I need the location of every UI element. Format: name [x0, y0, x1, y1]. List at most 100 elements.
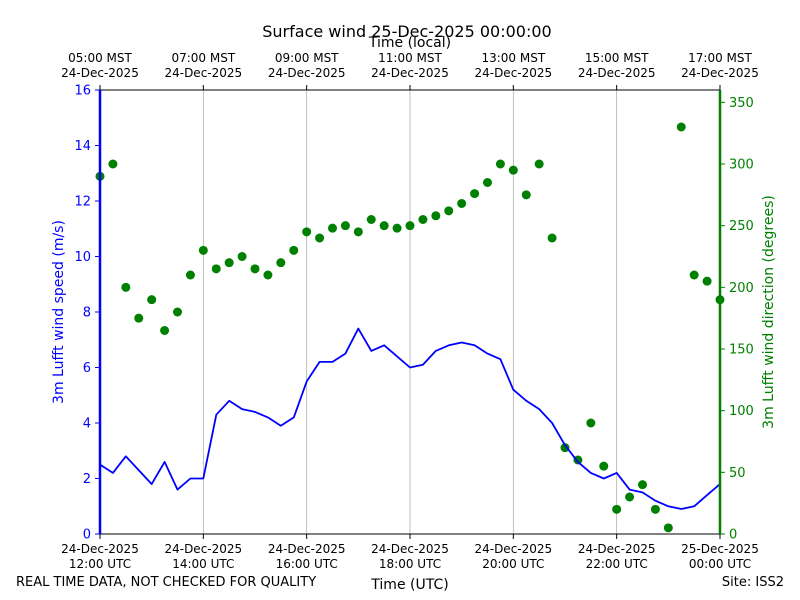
- bottom-tick-time: 14:00 UTC: [172, 557, 234, 571]
- direction-point: [211, 264, 221, 274]
- direction-point: [198, 245, 208, 255]
- direction-point: [237, 252, 247, 261]
- right-axis-label: 3m Lufft wind direction (degrees): [761, 195, 777, 429]
- top-tick-date: 24-Dec-2025: [681, 66, 759, 80]
- direction-point: [483, 178, 492, 187]
- right-tick-label: 150: [729, 343, 754, 358]
- grid-layer: [99, 90, 721, 534]
- right-tick-label: 100: [729, 404, 754, 419]
- direction-point: [586, 418, 596, 428]
- direction-point: [185, 270, 195, 280]
- direction-point: [495, 159, 505, 169]
- direction-point: [340, 221, 350, 231]
- right-tick-label: 200: [729, 281, 754, 296]
- axes-layer: [95, 85, 725, 539]
- top-tick-time: 09:00 MST: [275, 51, 339, 65]
- bottom-tick-time: 18:00 UTC: [379, 557, 441, 571]
- direction-series: [95, 122, 725, 533]
- bottom-tick-date: 24-Dec-2025: [371, 542, 449, 556]
- direction-point: [108, 159, 118, 169]
- bottom-tick-date: 24-Dec-2025: [578, 542, 656, 556]
- direction-point: [160, 326, 170, 335]
- quality-disclaimer: REAL TIME DATA, NOT CHECKED FOR QUALITY: [16, 575, 317, 590]
- bottom-tick-date: 24-Dec-2025: [268, 542, 346, 556]
- top-tick-date: 24-Dec-2025: [164, 66, 242, 80]
- left-tick-label: 12: [74, 195, 91, 210]
- direction-point: [289, 245, 299, 255]
- bottom-tick-time: 12:00 UTC: [69, 557, 131, 571]
- direction-point: [302, 227, 312, 237]
- right-tick-label: 300: [729, 158, 754, 173]
- left-tick-label: 10: [74, 250, 91, 265]
- direction-point: [676, 122, 686, 132]
- direction-point: [431, 211, 441, 221]
- bottom-tick-time: 22:00 UTC: [586, 557, 648, 571]
- bottom-tick-time: 20:00 UTC: [482, 557, 544, 571]
- top-tick-date: 24-Dec-2025: [371, 66, 449, 80]
- direction-point: [263, 270, 273, 280]
- bottom-tick-date: 25-Dec-2025: [681, 542, 759, 556]
- top-tick-time: 13:00 MST: [481, 51, 545, 65]
- direction-point: [599, 461, 609, 471]
- direction-point: [276, 258, 286, 268]
- direction-point: [366, 215, 376, 224]
- right-tick-label: 250: [729, 219, 754, 234]
- top-tick-date: 24-Dec-2025: [474, 66, 552, 80]
- direction-point: [457, 198, 467, 208]
- x-axis-label: Time (UTC): [370, 577, 448, 593]
- direction-point: [147, 295, 157, 305]
- direction-point: [612, 504, 622, 514]
- top-tick-date: 24-Dec-2025: [578, 66, 656, 80]
- right-tick-label: 50: [729, 466, 746, 481]
- direction-point: [134, 313, 144, 323]
- direction-point: [470, 189, 480, 199]
- direction-point: [353, 227, 363, 237]
- direction-point: [625, 492, 635, 502]
- top-tick-time: 05:00 MST: [68, 51, 132, 65]
- direction-point: [560, 443, 570, 453]
- direction-point: [328, 223, 337, 233]
- left-tick-label: 8: [83, 306, 91, 321]
- direction-point: [315, 233, 325, 243]
- speed-series: [99, 327, 721, 510]
- direction-point: [173, 307, 182, 317]
- left-tick-label: 2: [83, 472, 91, 487]
- bottom-tick-date: 24-Dec-2025: [474, 542, 552, 556]
- left-tick-label: 0: [83, 528, 91, 543]
- direction-point: [638, 480, 647, 490]
- direction-point: [250, 264, 260, 274]
- bottom-tick-time: 16:00 UTC: [276, 557, 338, 571]
- site-label: Site: ISS2: [721, 575, 784, 590]
- direction-point: [650, 504, 660, 514]
- direction-point: [702, 276, 712, 286]
- left-tick-label: 16: [74, 84, 91, 99]
- left-tick-label: 14: [74, 139, 91, 154]
- bottom-tick-date: 24-Dec-2025: [61, 542, 139, 556]
- direction-point: [508, 165, 518, 175]
- top-tick-time: 07:00 MST: [171, 51, 235, 65]
- chart-title: Surface wind 25-Dec-2025 00:00:00: [262, 22, 551, 41]
- left-tick-label: 6: [83, 361, 91, 376]
- direction-point: [521, 190, 531, 200]
- direction-point: [689, 270, 699, 280]
- axis-text-layer: 0 2 4 6 8 10 12 14 16 0 50 100 150 200 250 300 350 24-Dec…: [51, 22, 777, 593]
- bottom-tick-time: 00:00 UTC: [689, 557, 751, 571]
- top-tick-time: 11:00 MST: [378, 51, 442, 65]
- bottom-tick-date: 24-Dec-2025: [164, 542, 242, 556]
- direction-point: [663, 523, 673, 533]
- right-tick-label: 0: [729, 528, 737, 543]
- direction-point: [547, 233, 557, 243]
- direction-point: [444, 206, 454, 216]
- top-tick-time: 15:00 MST: [585, 51, 649, 65]
- direction-point: [418, 215, 428, 224]
- direction-point: [379, 221, 389, 231]
- direction-point: [392, 223, 402, 233]
- direction-point: [121, 282, 131, 292]
- direction-point: [534, 159, 544, 169]
- left-tick-label: 4: [83, 417, 91, 432]
- direction-point: [224, 258, 234, 268]
- top-tick-date: 24-Dec-2025: [268, 66, 346, 80]
- speed-line: [99, 327, 721, 510]
- right-tick-label: 350: [729, 96, 754, 111]
